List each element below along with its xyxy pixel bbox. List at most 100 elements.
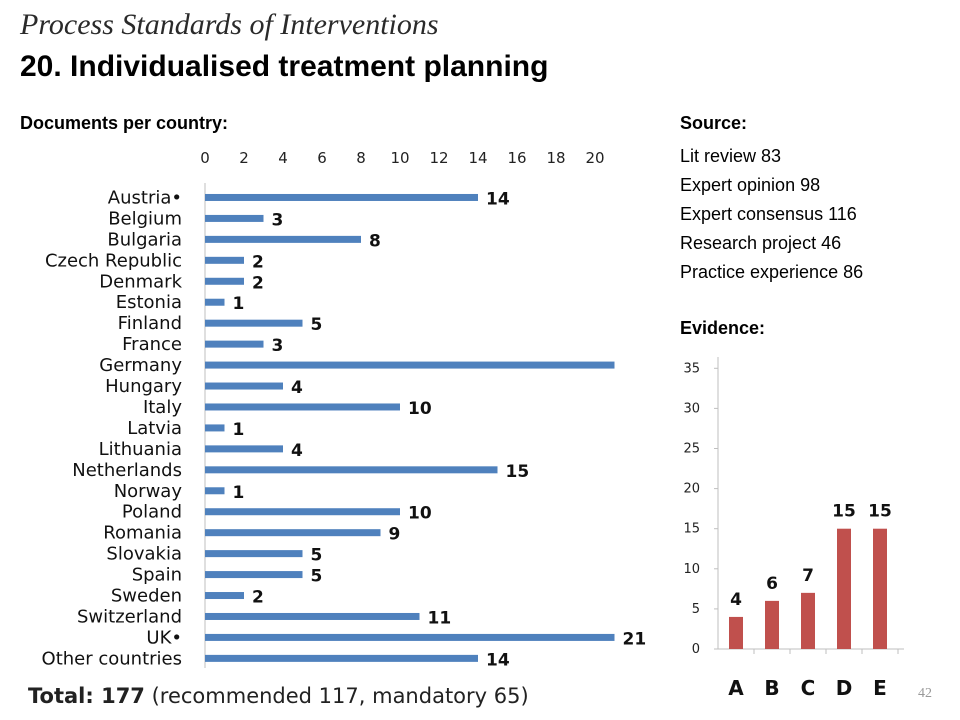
category-label: Other countries	[42, 648, 182, 669]
x-tick-label: 10	[390, 149, 409, 167]
category-label: Lithuania	[99, 439, 182, 460]
x-tick-label: 4	[278, 149, 288, 167]
category-label: Belgium	[108, 208, 182, 229]
country-bar	[205, 508, 400, 516]
x-tick-label: 16	[507, 149, 526, 167]
category-label: Austria•	[108, 187, 182, 208]
bar-data-label: 14	[486, 650, 510, 670]
country-bar	[205, 403, 400, 411]
evidence-category-label: D	[836, 676, 853, 700]
category-label: Denmark	[99, 271, 182, 292]
category-label: Poland	[122, 502, 182, 523]
bar-data-label: 5	[311, 315, 323, 335]
category-label: Switzerland	[77, 606, 182, 627]
country-bar	[205, 466, 498, 474]
bar-data-label: 21	[623, 629, 647, 649]
evidence-bar	[729, 616, 743, 649]
country-bar	[205, 235, 361, 243]
country-bar	[205, 633, 615, 641]
country-bar	[205, 256, 244, 264]
page-number: 42	[918, 686, 932, 701]
title-line-1: Process Standards of Interventions	[20, 8, 439, 41]
category-label: Germany	[99, 355, 182, 376]
bar-data-label: 1	[233, 294, 245, 314]
category-label: Latvia	[127, 418, 182, 439]
evidence-data-label: 6	[766, 574, 778, 594]
evidence-y-tick-label: 25	[683, 442, 700, 457]
evidence-data-label: 15	[832, 502, 856, 522]
x-tick-label: 6	[317, 149, 327, 167]
bar-data-label: 5	[311, 546, 323, 566]
total-label: Total: 177	[28, 684, 145, 708]
country-bar	[205, 382, 283, 390]
category-label: Estonia	[116, 292, 182, 313]
bar-data-label: 10	[408, 399, 432, 419]
category-label: Hungary	[105, 376, 182, 397]
evidence-data-label: 15	[868, 502, 892, 522]
country-bar	[205, 277, 244, 285]
country-bar	[205, 361, 615, 369]
evidence-data-label: 7	[802, 566, 814, 586]
evidence-y-tick-label: 10	[683, 562, 700, 577]
category-label: Sweden	[111, 586, 182, 607]
bar-data-label: 15	[506, 462, 530, 482]
category-label: Netherlands	[72, 460, 182, 481]
bar-data-label: 10	[408, 504, 432, 524]
country-bar	[205, 424, 225, 432]
x-tick-label: 14	[468, 149, 487, 167]
bar-data-label: 11	[428, 608, 452, 628]
source-item: Lit review 83	[680, 146, 782, 166]
total-line: Total: 177 (recommended 117, mandatory 6…	[28, 684, 529, 708]
category-label: Norway	[114, 481, 183, 502]
bar-data-label: 4	[291, 441, 303, 461]
country-bar	[205, 529, 381, 537]
country-bar	[205, 340, 264, 348]
bar-data-label: 4	[291, 378, 303, 398]
evidence-data-label: 4	[730, 590, 742, 610]
evidence-bar	[765, 600, 779, 649]
country-bar	[205, 592, 244, 600]
bar-data-label: 2	[252, 588, 264, 608]
category-label: France	[122, 334, 182, 355]
bar-data-label: 14	[486, 189, 510, 209]
x-tick-label: 2	[239, 149, 249, 167]
bar-data-label: 5	[311, 567, 323, 587]
country-chart-heading: Documents per country:	[20, 113, 229, 133]
country-bar	[205, 298, 225, 306]
category-label: Romania	[103, 523, 182, 544]
evidence-bar	[837, 528, 851, 649]
category-label: Bulgaria	[107, 229, 182, 250]
category-label: Italy	[143, 397, 182, 418]
country-bar	[205, 654, 478, 662]
country-bar	[205, 550, 303, 558]
evidence-category-label: B	[764, 676, 779, 700]
category-label: Czech Republic	[45, 250, 182, 271]
country-bar	[205, 612, 420, 620]
x-tick-label: 20	[585, 149, 604, 167]
bar-data-label: 8	[369, 231, 381, 251]
category-label: Spain	[132, 565, 182, 586]
bar-data-label: 2	[252, 273, 264, 293]
evidence-category-label: A	[728, 676, 744, 700]
evidence-y-tick-label: 5	[692, 602, 700, 617]
title-line-2: 20. Individualised treatment planning	[20, 50, 549, 83]
evidence-heading: Evidence:	[680, 318, 766, 338]
bar-data-label: 2	[252, 252, 264, 272]
x-tick-label: 8	[356, 149, 366, 167]
x-tick-label: 0	[200, 149, 210, 167]
source-item: Expert consensus 116	[680, 204, 857, 224]
x-tick-label: 12	[429, 149, 448, 167]
evidence-y-tick-label: 0	[692, 642, 700, 657]
country-bar	[205, 193, 478, 201]
country-bar	[205, 571, 303, 579]
source-list: Lit review 83 Expert opinion 98 Expert c…	[680, 142, 863, 287]
category-label: UK•	[146, 627, 182, 648]
x-tick-label: 18	[546, 149, 565, 167]
source-item: Research project 46	[680, 233, 842, 253]
category-label: Slovakia	[106, 544, 182, 565]
total-breakdown: (recommended 117, mandatory 65)	[144, 684, 529, 708]
country-bar	[205, 214, 264, 222]
bar-data-label: 1	[233, 483, 245, 503]
source-item: Expert opinion 98	[680, 175, 821, 195]
